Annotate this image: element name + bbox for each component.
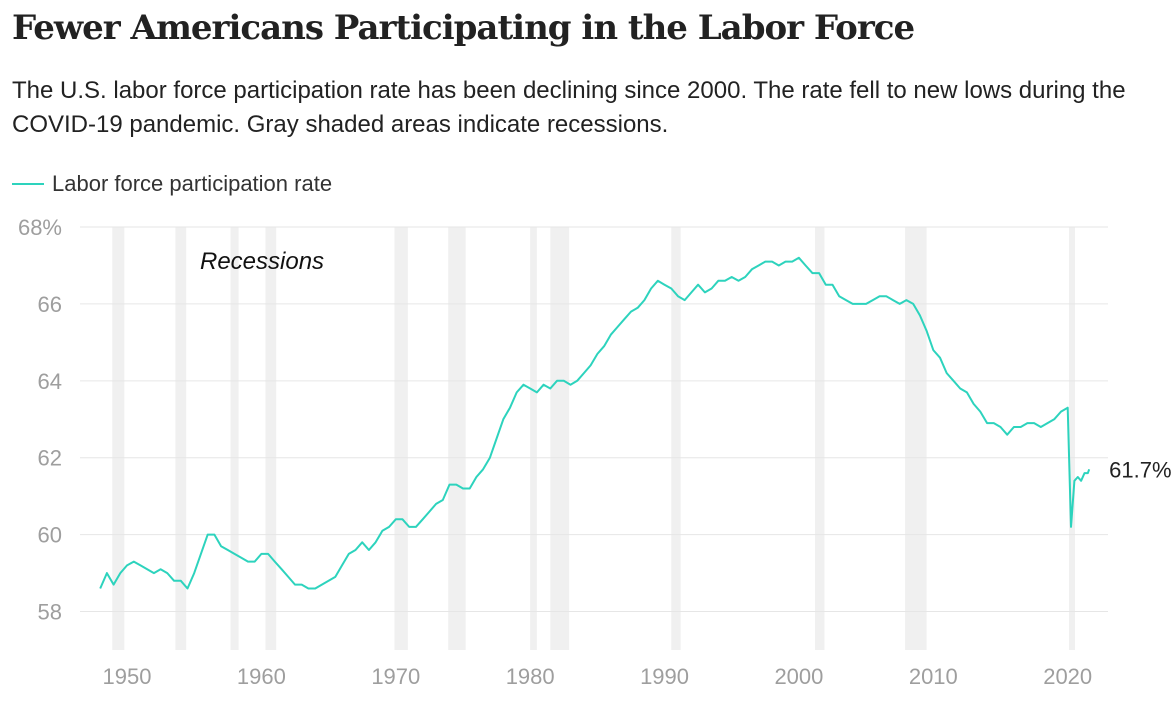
chart-subtitle: The U.S. labor force participation rate … [12,77,1126,138]
y-tick-label: 62 [38,446,62,471]
recession-band-11 [1069,227,1076,650]
recession-band-0 [112,227,125,650]
recessions-annotation: Recessions [200,248,324,275]
recession-band-1 [175,227,187,650]
y-tick-label: 68% [18,215,62,240]
y-axis: 58 60 62 64 66 68% [18,215,62,625]
legend: Labor force participation rate [12,170,332,198]
recession-band-5 [448,227,466,650]
legend-swatch [12,183,44,185]
series-line-0 [99,256,1091,590]
x-tick-label: 1950 [103,664,152,689]
x-tick-label: 1990 [640,664,689,689]
recession-band-10 [905,227,927,650]
x-tick-label: 2020 [1043,664,1092,689]
x-axis: 1950 1960 1970 1980 1990 2000 2010 2020 [103,664,1093,689]
y-tick-label: 58 [38,600,62,625]
y-tick-label: 66 [38,292,62,317]
recession-band-6 [530,227,537,650]
end-value-label: 61.7% [1109,457,1171,482]
x-tick-label: 1980 [506,664,555,689]
series-layer [99,256,1091,590]
x-tick-label: 2000 [774,664,823,689]
gridlines [80,226,1108,613]
line-chart: 58 60 62 64 66 68% 1950 1960 1970 1980 1990 2000 20… [18,215,1172,689]
x-tick-label: 1960 [237,664,286,689]
chart-title: Fewer Americans Participating in the Lab… [12,8,915,48]
legend-label: Labor force participation rate [52,171,333,196]
recession-band-8 [671,227,681,650]
recession-band-3 [265,227,277,650]
x-tick-label: 1970 [371,664,420,689]
x-tick-label: 2010 [909,664,958,689]
recession-bands [112,227,1076,650]
recession-band-4 [394,227,408,650]
y-tick-label: 60 [38,523,62,548]
recession-band-9 [815,227,825,650]
y-tick-label: 64 [38,369,62,394]
recession-band-7 [550,227,570,650]
recession-band-2 [230,227,239,650]
